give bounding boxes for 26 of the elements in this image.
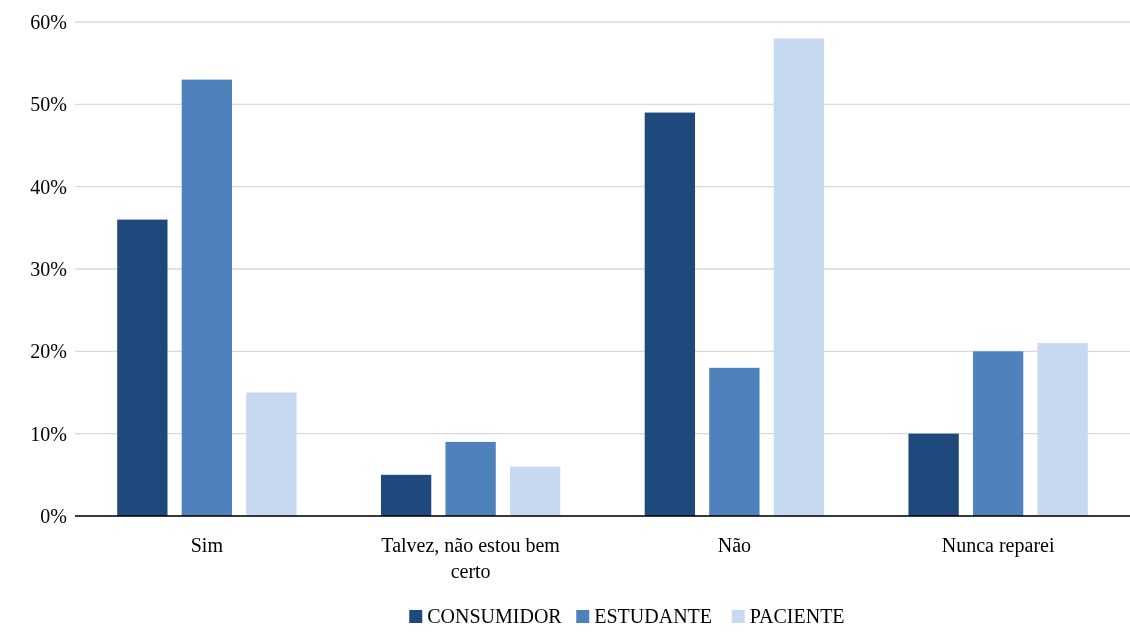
y-tick-label: 60% [30, 11, 67, 33]
x-tick-label: Nunca reparei [941, 534, 1055, 557]
x-tick-label: Sim [190, 534, 224, 556]
bar [773, 38, 825, 516]
bar [181, 79, 233, 516]
bar [972, 351, 1024, 516]
legend-label: ESTUDANTE [594, 605, 713, 627]
y-tick-label: 50% [30, 93, 67, 116]
y-tick-label: 20% [30, 340, 67, 363]
bar [380, 474, 432, 516]
bar [509, 466, 561, 516]
x-tick-label: Não [717, 534, 752, 556]
bar [117, 219, 168, 516]
bar [1037, 343, 1088, 516]
bar [709, 367, 760, 516]
bar [908, 433, 959, 516]
bar [644, 112, 696, 516]
bar [445, 441, 496, 516]
y-tick-label: 30% [30, 258, 67, 280]
y-tick-label: 10% [30, 422, 67, 445]
x-tick-label: Talvez, não estou bem certo [381, 534, 561, 582]
y-tick-label: 0% [40, 505, 67, 527]
bar [246, 392, 297, 516]
legend-label: PACIENTE [749, 605, 845, 627]
legend-label: CONSUMIDOR [427, 605, 563, 627]
y-tick-label: 40% [30, 175, 67, 198]
